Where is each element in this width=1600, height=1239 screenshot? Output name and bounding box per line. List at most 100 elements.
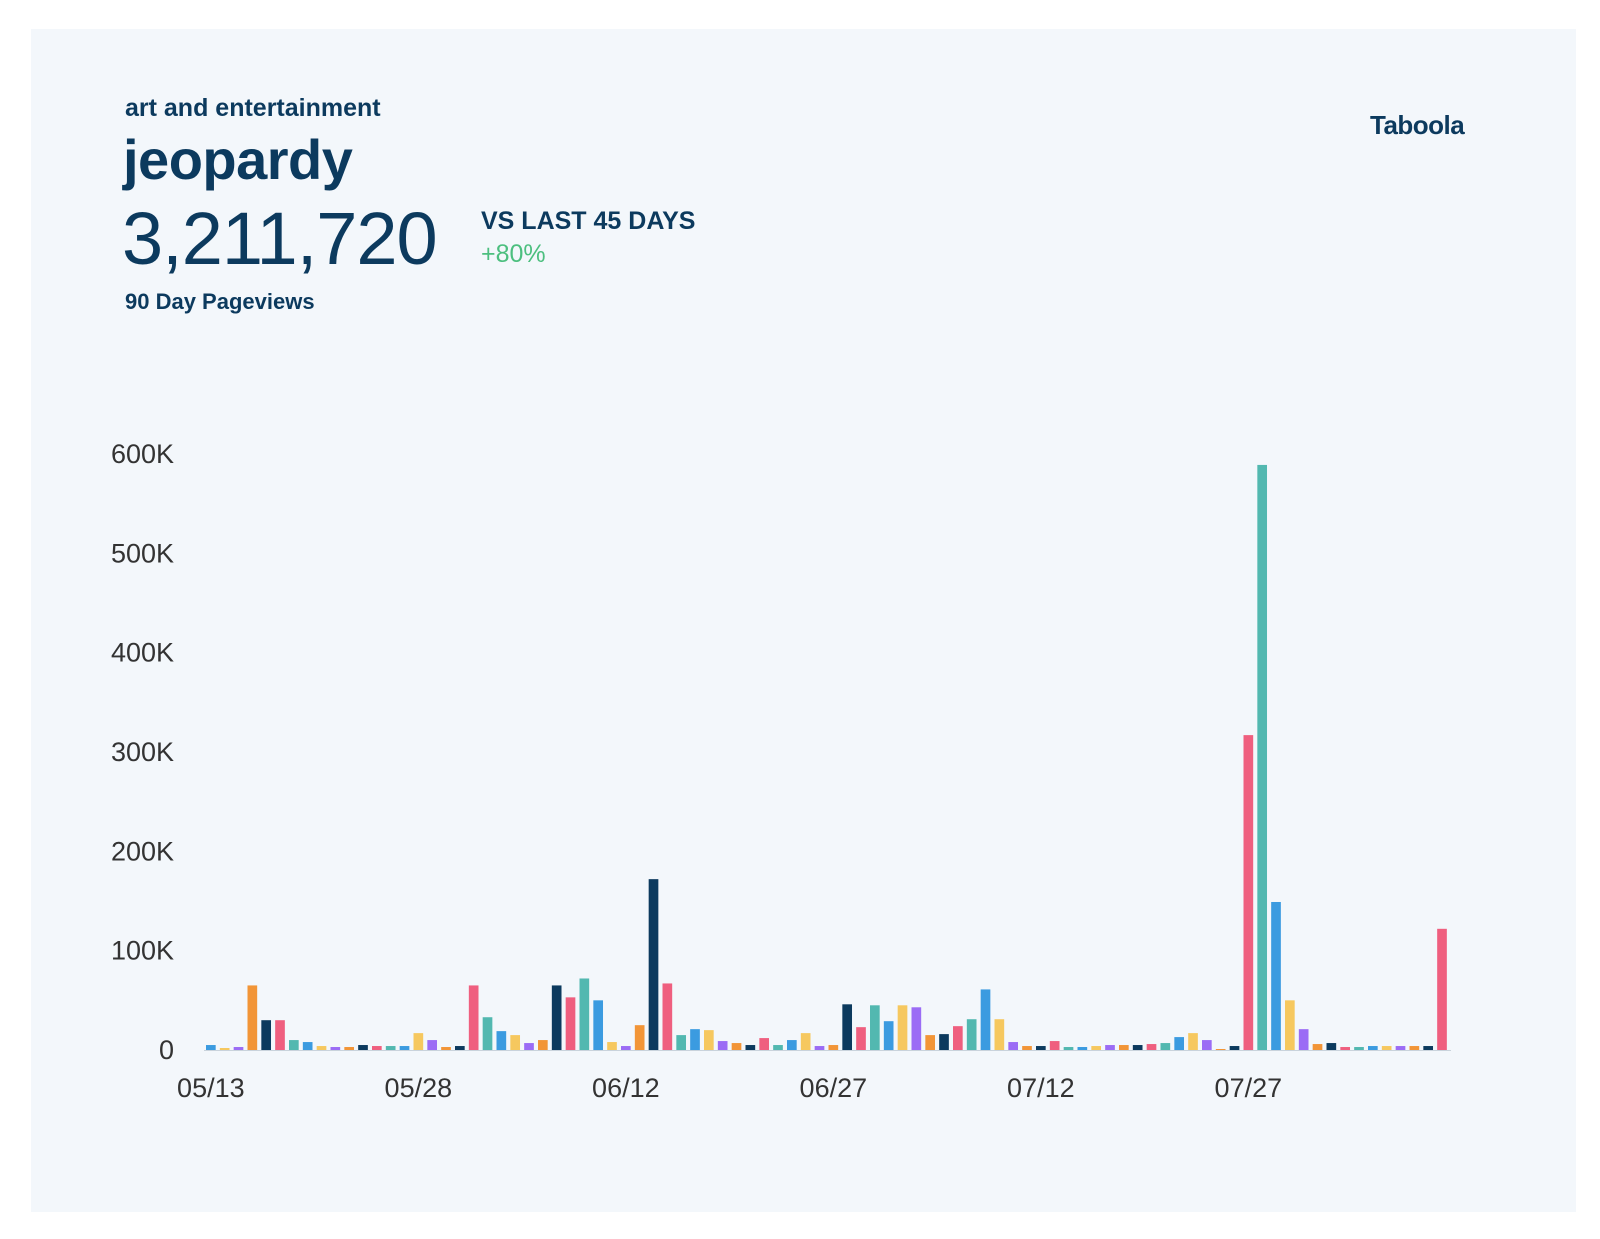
- bar: [1437, 928, 1447, 1050]
- bar: [1354, 1047, 1364, 1050]
- bar: [1146, 1044, 1157, 1050]
- bar: [1285, 1000, 1295, 1050]
- bar: [731, 1043, 742, 1050]
- metric-label: 90 Day Pageviews: [125, 289, 315, 314]
- bar: [551, 985, 562, 1050]
- bar: [510, 1035, 521, 1050]
- category-label: art and entertainment: [125, 94, 381, 122]
- bar: [302, 1042, 313, 1050]
- bar: [953, 1026, 963, 1050]
- bar: [1312, 1044, 1323, 1050]
- bar: [800, 1033, 811, 1050]
- bar: [759, 1038, 770, 1050]
- bar: [773, 1045, 783, 1050]
- bar: [565, 997, 576, 1050]
- bar: [662, 983, 673, 1050]
- bar: [413, 1033, 424, 1050]
- bar: [883, 1021, 894, 1050]
- bar: [344, 1047, 355, 1050]
- total-pageviews: 3,211,720: [122, 197, 438, 280]
- bar: [206, 1045, 216, 1050]
- y-tick-label: 600K: [111, 439, 174, 469]
- bar: [634, 1025, 645, 1050]
- bar: [856, 1027, 866, 1050]
- bar: [289, 1040, 299, 1050]
- bar: [994, 1019, 1005, 1050]
- bar: [1119, 1045, 1129, 1050]
- bar: [1368, 1046, 1378, 1050]
- bar: [1298, 1029, 1309, 1050]
- bar: [925, 1035, 936, 1050]
- bar: [1022, 1046, 1032, 1050]
- bar: [1326, 1043, 1337, 1050]
- y-tick-label: 300K: [111, 737, 174, 767]
- bar: [399, 1046, 410, 1050]
- bar: [330, 1047, 341, 1050]
- taboola-logo: Taboola: [1370, 110, 1465, 140]
- bar: [427, 1040, 438, 1050]
- bar: [1271, 901, 1281, 1050]
- y-tick-label: 500K: [111, 538, 174, 568]
- x-tick-label: 05/13: [177, 1073, 245, 1103]
- bar: [1091, 1046, 1102, 1050]
- x-tick-label: 06/12: [592, 1073, 660, 1103]
- bar: [870, 1005, 880, 1050]
- bar: [233, 1047, 244, 1050]
- bar: [911, 1007, 922, 1050]
- bar: [219, 1048, 230, 1050]
- bar: [482, 1017, 493, 1050]
- bar: [441, 1047, 451, 1050]
- bar: [897, 1005, 908, 1050]
- bar: [828, 1045, 839, 1050]
- bar: [966, 1019, 977, 1050]
- bar: [1340, 1047, 1351, 1050]
- bar: [1188, 1033, 1198, 1050]
- bar: [745, 1045, 756, 1050]
- bar: [1243, 735, 1254, 1050]
- bar: [385, 1046, 396, 1050]
- bars-group: [206, 464, 1447, 1050]
- bar: [538, 1040, 548, 1050]
- change-percent: +80%: [481, 240, 546, 268]
- bar: [1105, 1045, 1115, 1050]
- y-tick-label: 200K: [111, 836, 174, 866]
- x-tick-label: 07/12: [1007, 1073, 1075, 1103]
- bar: [1174, 1037, 1185, 1050]
- bar: [704, 1030, 714, 1050]
- bar: [1008, 1042, 1019, 1050]
- bar: [1215, 1049, 1226, 1050]
- x-axis: 05/13 05/28 06/12 06/27 07/12 07/27: [177, 1073, 1282, 1103]
- x-tick-label: 07/27: [1215, 1073, 1283, 1103]
- bar: [939, 1034, 949, 1050]
- bar: [1049, 1041, 1060, 1050]
- bar: [1423, 1046, 1434, 1050]
- bar: [275, 1020, 285, 1050]
- bar: [261, 1020, 272, 1050]
- bar: [593, 1000, 604, 1050]
- chart-card: [31, 29, 1576, 1212]
- bar: [1063, 1047, 1074, 1050]
- y-tick-label: 100K: [111, 936, 174, 966]
- bar: [690, 1029, 700, 1050]
- bar: [814, 1046, 825, 1050]
- bar: [1257, 464, 1268, 1050]
- compare-label: VS LAST 45 DAYS: [481, 207, 696, 235]
- bar: [1036, 1046, 1046, 1050]
- bar: [1409, 1046, 1420, 1050]
- bar: [1381, 1046, 1392, 1050]
- bar: [468, 985, 479, 1050]
- bar: [524, 1043, 534, 1050]
- bar: [1077, 1047, 1088, 1050]
- bar: [579, 978, 590, 1050]
- bar: [358, 1045, 368, 1050]
- bar: [1229, 1046, 1240, 1050]
- bar: [1202, 1040, 1212, 1050]
- bar: [787, 1040, 797, 1050]
- y-tick-label: 0: [159, 1035, 174, 1065]
- bar: [1160, 1043, 1171, 1050]
- bar: [247, 985, 258, 1050]
- bar: [1132, 1045, 1143, 1050]
- bar: [607, 1042, 617, 1050]
- bar: [621, 1046, 631, 1050]
